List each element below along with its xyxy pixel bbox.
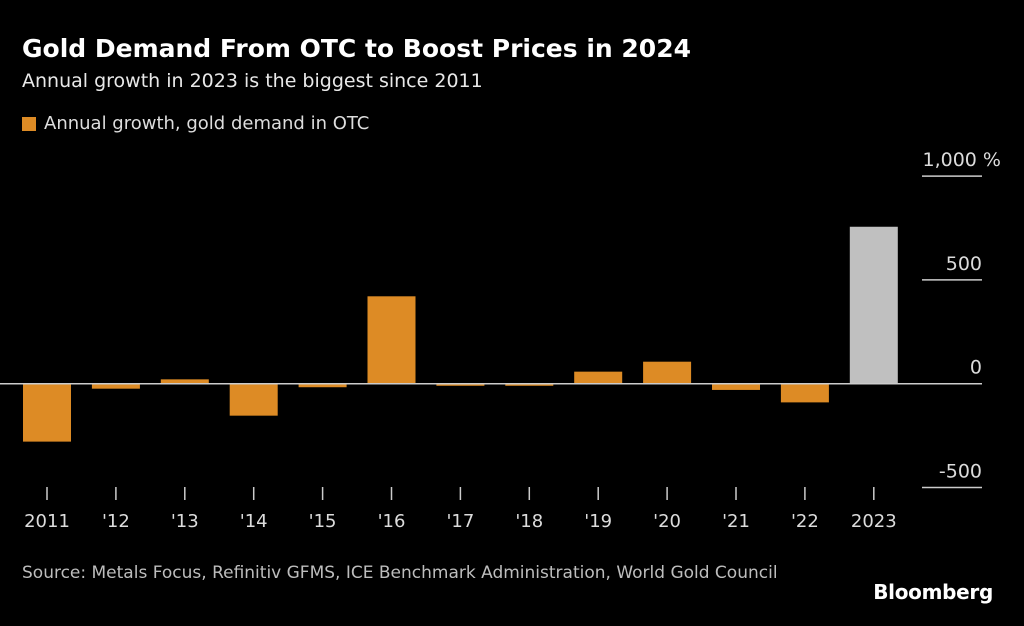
- x-tick-label: '17: [446, 511, 474, 532]
- x-tick-label: '16: [378, 511, 406, 532]
- bar-'18: [505, 383, 554, 386]
- bar-'14: [229, 383, 278, 416]
- y-tick-label: 0: [970, 357, 982, 379]
- bar-2023: [849, 226, 898, 384]
- bar-'17: [436, 383, 485, 386]
- x-tick-label: '12: [102, 511, 130, 532]
- bar-'19: [574, 371, 623, 384]
- x-tick-label: '13: [171, 511, 199, 532]
- y-tick-label: -500: [939, 461, 982, 483]
- bar-'15: [298, 383, 347, 388]
- legend-swatch: [22, 116, 36, 131]
- legend-label: Annual growth, gold demand in OTC: [44, 113, 370, 134]
- x-tick-label: '14: [240, 511, 268, 532]
- y-tick-label: 500: [946, 253, 982, 275]
- legend: Annual growth, gold demand in OTC: [22, 113, 369, 134]
- source-note: Source: Metals Focus, Refinitiv GFMS, IC…: [22, 563, 778, 583]
- bloomberg-logo: Bloomberg: [873, 580, 993, 604]
- x-tick-label: 2023: [851, 511, 897, 532]
- bar-'12: [91, 383, 140, 389]
- chart-title: Gold Demand From OTC to Boost Prices in …: [22, 34, 691, 63]
- x-tick-label: '22: [791, 511, 819, 532]
- chart-subtitle: Annual growth in 2023 is the biggest sin…: [22, 70, 483, 92]
- y-tick-label: 1,000 %: [923, 149, 1002, 171]
- x-tick-label: '15: [309, 511, 337, 532]
- bar-'21: [712, 383, 760, 390]
- x-tick-label: '20: [653, 511, 681, 532]
- bar-2011: [23, 383, 71, 442]
- x-tick-label: '18: [515, 511, 543, 532]
- bar-'16: [367, 296, 416, 384]
- bar-'13: [160, 379, 209, 384]
- x-tick-label: '21: [722, 511, 750, 532]
- x-tick-label: '19: [584, 511, 612, 532]
- bar-'20: [643, 361, 692, 384]
- bar-'22: [780, 383, 829, 403]
- x-tick-label: 2011: [24, 511, 70, 532]
